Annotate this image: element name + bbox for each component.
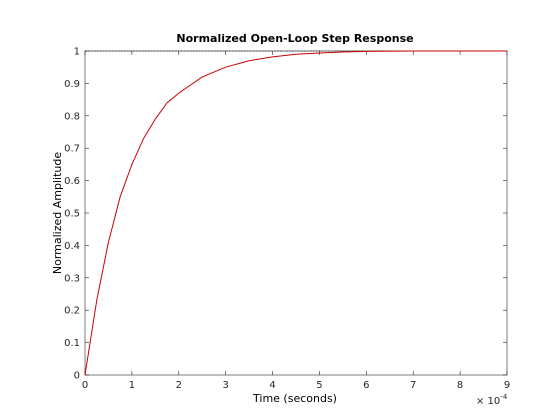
x-tick-label: 4	[269, 380, 275, 391]
x-tick-label: 3	[222, 380, 228, 391]
x-tick-label: 5	[316, 380, 322, 391]
axes-layer	[84, 50, 508, 376]
x-tick-label: 9	[504, 380, 510, 391]
ticks-layer: 0 1 2 3 4 5 6 7 8 9 0 0.1 0.2 0.3 0.4 0.5 0.6 0.7 0.8 0.9 1	[64, 47, 510, 392]
y-axis-label: Normalized Amplitude	[51, 152, 64, 274]
x-axis-multiplier-exponent: -4	[500, 393, 508, 401]
x-tick-label: 1	[129, 380, 135, 391]
chart-title: Normalized Open-Loop Step Response	[176, 32, 413, 45]
y-tick-label: 0	[74, 371, 80, 382]
series-layer	[84, 50, 507, 376]
x-axis-label: Time (seconds)	[252, 392, 337, 405]
y-tick-label: 0.4	[64, 241, 80, 252]
y-tick-label: 0.9	[64, 79, 80, 90]
x-axis-multiplier-base: × 10	[476, 396, 500, 407]
y-tick-label: 0.1	[64, 338, 80, 349]
x-axis-multiplier: × 10-4	[476, 393, 508, 407]
y-tick-label: 0.2	[64, 306, 80, 317]
y-tick-label: 1	[74, 47, 80, 58]
y-tick-label: 0.8	[64, 111, 80, 122]
step-response-line	[84, 50, 507, 376]
plot-area-box	[84, 50, 508, 376]
y-tick-label: 0.7	[64, 144, 80, 155]
x-tick-label: 6	[363, 380, 369, 391]
x-tick-label: 8	[457, 380, 463, 391]
y-tick-label: 0.5	[64, 209, 80, 220]
y-tick-label: 0.3	[64, 273, 80, 284]
y-tick-label: 0.6	[64, 176, 80, 187]
x-tick-label: 2	[176, 380, 182, 391]
x-tick-label: 0	[82, 380, 88, 391]
x-tick-label: 7	[410, 380, 416, 391]
